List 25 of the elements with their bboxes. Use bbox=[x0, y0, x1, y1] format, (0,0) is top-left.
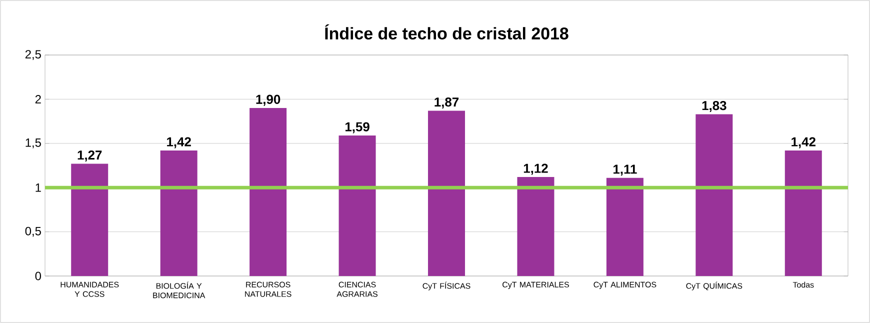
bar bbox=[517, 176, 554, 276]
bar bbox=[428, 110, 465, 276]
bar bbox=[71, 164, 108, 276]
y-tick-label: 0,5 bbox=[25, 226, 41, 237]
data-label: 1,59 bbox=[345, 122, 370, 134]
bar bbox=[250, 108, 287, 276]
bar bbox=[696, 114, 733, 276]
data-label: 1,42 bbox=[792, 137, 816, 148]
y-tick-label: 2,5 bbox=[25, 50, 41, 60]
bar bbox=[160, 150, 198, 276]
chart-title: Índice de techo de cristal 2018 bbox=[324, 24, 568, 40]
data-label: 1,90 bbox=[256, 94, 280, 106]
data-label: 1,11 bbox=[614, 164, 637, 176]
bar bbox=[338, 135, 376, 276]
data-label: 1,83 bbox=[702, 100, 726, 112]
bar bbox=[606, 178, 644, 276]
y-tick-label: 1,5 bbox=[26, 138, 41, 148]
y-tick-label: 0 bbox=[35, 272, 42, 280]
y-tick-label: 2 bbox=[35, 95, 41, 104]
data-label: 1,42 bbox=[167, 137, 191, 148]
data-label: 1,87 bbox=[434, 97, 459, 108]
data-label: 1,12 bbox=[524, 164, 548, 175]
bar bbox=[784, 150, 822, 276]
y-tick-label: 1 bbox=[36, 183, 41, 192]
data-label: 1,27 bbox=[78, 150, 102, 162]
